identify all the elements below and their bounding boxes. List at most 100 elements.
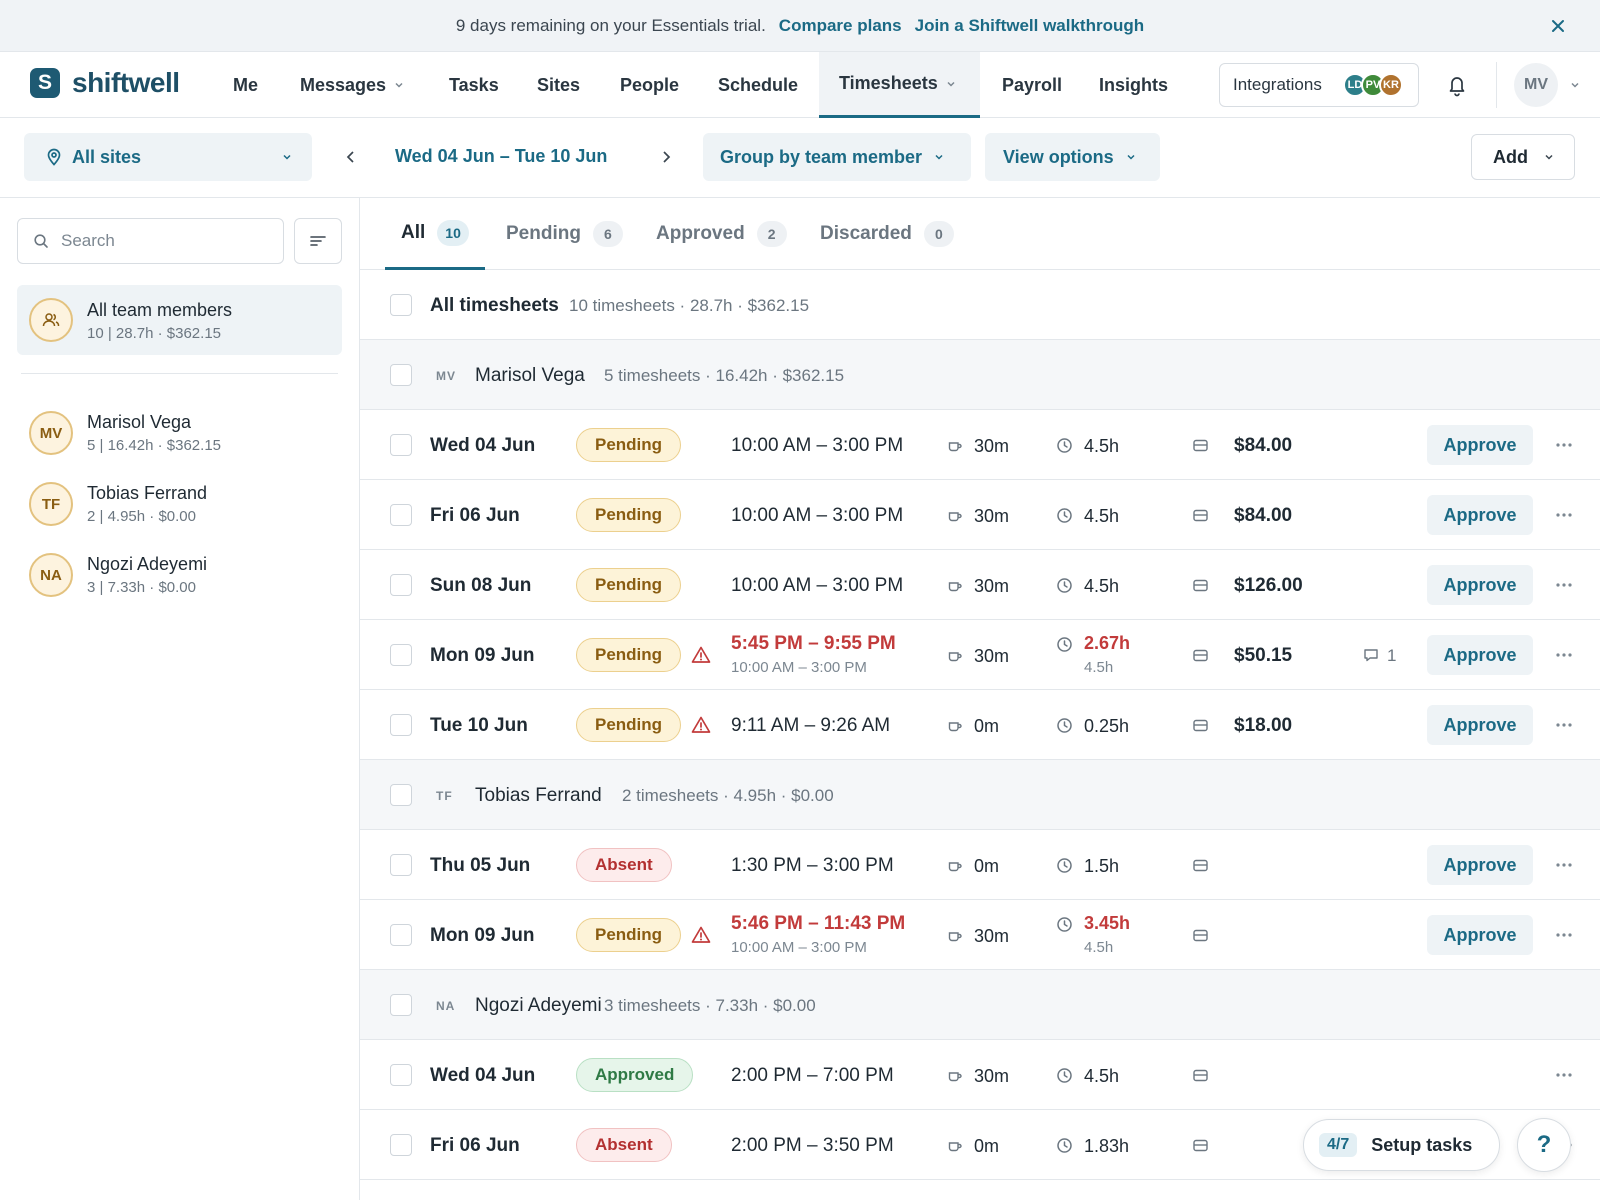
chevron-down-icon[interactable] — [1570, 80, 1580, 90]
chevron-left-icon[interactable] — [342, 148, 360, 166]
sort-filter-button[interactable] — [294, 218, 342, 264]
more-options-icon[interactable] — [1553, 854, 1575, 876]
status-badge: Pending — [576, 708, 682, 742]
member-summary: 3 | 7.33h · $0.00 — [87, 579, 196, 596]
setup-tasks-button[interactable]: 4/7 Setup tasks — [1303, 1119, 1500, 1171]
avatar: TF — [29, 482, 73, 526]
approve-button[interactable]: Approve — [1427, 705, 1533, 745]
close-icon[interactable] — [1546, 14, 1570, 38]
row-checkbox[interactable] — [390, 1064, 412, 1086]
chevron-right-icon[interactable] — [657, 148, 675, 166]
clock-icon — [1056, 916, 1073, 933]
row-checkbox[interactable] — [390, 294, 412, 316]
all-timesheets-summary: 10 timesheets · 28.7h · $362.15 — [569, 296, 810, 315]
more-options-icon[interactable] — [1553, 574, 1575, 596]
tab-count: 2 — [756, 221, 787, 247]
nav-sites[interactable]: Sites — [537, 74, 581, 95]
row-checkbox[interactable] — [390, 784, 412, 806]
more-options-icon[interactable] — [1553, 714, 1575, 736]
row-break: 0m — [974, 1136, 1000, 1156]
sidebar-member-tobias-ferrand[interactable]: TF Tobias Ferrand 2 | 4.95h · $0.00 — [17, 474, 342, 534]
comment-icon[interactable] — [1363, 647, 1379, 663]
sidebar-member-marisol-vega[interactable]: MV Marisol Vega 5 | 16.42h · $362.15 — [17, 403, 342, 463]
more-options-icon[interactable] — [1553, 504, 1575, 526]
timesheet-row[interactable]: Fri 06 Jun Pending 10:00 AM – 3:00 PM 30m 4.… — [360, 480, 1600, 550]
logo[interactable]: S shiftwell — [30, 67, 180, 99]
help-button[interactable]: ? — [1517, 1118, 1571, 1172]
view-options-dropdown[interactable]: View options — [985, 133, 1160, 181]
row-date: Wed 04 Jun — [430, 1065, 536, 1086]
row-checkbox[interactable] — [390, 574, 412, 596]
row-checkbox[interactable] — [390, 714, 412, 736]
approve-button[interactable]: Approve — [1427, 425, 1533, 465]
group-by-dropdown[interactable]: Group by team member — [703, 133, 971, 181]
compare-plans-link[interactable]: Compare plans — [778, 15, 902, 35]
row-scheduled-hours: 4.5h — [1084, 659, 1114, 676]
row-checkbox[interactable] — [390, 854, 412, 876]
timesheet-row[interactable]: Mon 09 Jun Pending 5:45 PM – 9:55 PM 10:00 … — [360, 620, 1600, 690]
clock-icon — [1056, 577, 1073, 594]
tab-approved[interactable]: Approved 2 — [656, 198, 787, 270]
row-hours: 1.5h — [1084, 856, 1120, 876]
timesheet-row[interactable]: Thu 05 Jun Absent 1:30 PM – 3:00 PM 0m 1.5h A… — [360, 830, 1600, 900]
walkthrough-link[interactable]: Join a Shiftwell walkthrough — [914, 15, 1145, 35]
row-hours: 4.5h — [1084, 506, 1120, 526]
status-tabs: All 10 Pending 6 Approved 2 Discarded 0 — [360, 198, 1600, 270]
timesheet-row[interactable]: Sun 08 Jun Pending 10:00 AM – 3:00 PM 30m 4.… — [360, 550, 1600, 620]
more-options-icon[interactable] — [1553, 924, 1575, 946]
approve-button[interactable]: Approve — [1427, 915, 1533, 955]
status-badge: Pending — [576, 568, 682, 602]
nav-messages[interactable]: Messages — [300, 52, 404, 118]
sites-filter[interactable]: All sites — [24, 133, 312, 181]
approve-button[interactable]: Approve — [1427, 845, 1533, 885]
member-name: Ngozi Adeyemi — [87, 554, 208, 574]
row-checkbox[interactable] — [390, 644, 412, 666]
approve-button[interactable]: Approve — [1427, 565, 1533, 605]
tab-discarded[interactable]: Discarded 0 — [820, 198, 954, 270]
approve-button[interactable]: Approve — [1427, 495, 1533, 535]
row-time: 5:46 PM – 11:43 PM — [731, 913, 906, 934]
row-checkbox[interactable] — [390, 434, 412, 456]
tab-pending[interactable]: Pending 6 — [506, 198, 623, 270]
timesheet-row[interactable]: Wed 04 Jun Pending 10:00 AM – 3:00 PM 30m 4.… — [360, 410, 1600, 480]
tab-label: All — [401, 221, 426, 243]
row-date: Fri 06 Jun — [430, 1135, 520, 1156]
nav-insights[interactable]: Insights — [1099, 74, 1169, 95]
user-avatar[interactable]: MV — [1514, 63, 1558, 107]
nav-timesheets[interactable]: Timesheets — [819, 52, 980, 118]
more-options-icon[interactable] — [1553, 1064, 1575, 1086]
timesheet-row[interactable]: Fri 06 Jun Absent 2:00 PM – 3:50 PM 0m 1.83h — [360, 1110, 1600, 1180]
timesheet-row[interactable]: Tue 10 Jun Pending 9:11 AM – 9:26 AM 0m 0.25… — [360, 690, 1600, 760]
nav-people[interactable]: People — [620, 74, 680, 95]
clock-icon — [1056, 636, 1073, 653]
bell-icon[interactable] — [1444, 72, 1470, 98]
tab-count: 0 — [923, 221, 954, 247]
row-checkbox[interactable] — [390, 924, 412, 946]
timesheet-row[interactable]: Wed 04 Jun Approved 2:00 PM – 7:00 PM 30m 4.… — [360, 1040, 1600, 1110]
more-options-icon[interactable] — [1553, 644, 1575, 666]
more-options-icon[interactable] — [1553, 434, 1575, 456]
row-checkbox[interactable] — [390, 1134, 412, 1156]
chevron-down-icon — [395, 82, 403, 88]
row-checkbox[interactable] — [390, 994, 412, 1016]
date-range[interactable]: Wed 04 Jun – Tue 10 Jun — [395, 146, 608, 166]
all-team-members-item[interactable]: All team members 10 | 28.7h · $362.15 — [17, 285, 342, 355]
search-input[interactable] — [61, 231, 261, 251]
clock-icon — [1056, 1137, 1073, 1154]
integrations-button[interactable]: Integrations LD PV KR — [1219, 63, 1419, 107]
search-box[interactable] — [17, 218, 284, 264]
nav-tasks[interactable]: Tasks — [449, 74, 499, 95]
nav-me[interactable]: Me — [233, 74, 259, 95]
timesheet-row[interactable]: Mon 09 Jun Pending 5:46 PM – 11:43 PM 10:00… — [360, 900, 1600, 970]
group-summary: 2 timesheets · 4.95h · $0.00 — [622, 786, 834, 805]
nav-payroll[interactable]: Payroll — [1002, 74, 1063, 95]
status-badge: Pending — [576, 428, 682, 462]
add-button[interactable]: Add — [1471, 134, 1575, 180]
row-checkbox[interactable] — [390, 504, 412, 526]
sidebar-member-ngozi-adeyemi[interactable]: NA Ngozi Adeyemi 3 | 7.33h · $0.00 — [17, 545, 342, 605]
sidebar-divider — [21, 373, 338, 374]
row-checkbox[interactable] — [390, 364, 412, 386]
tab-all[interactable]: All 10 — [385, 198, 485, 270]
approve-button[interactable]: Approve — [1427, 635, 1533, 675]
nav-schedule[interactable]: Schedule — [718, 74, 799, 95]
